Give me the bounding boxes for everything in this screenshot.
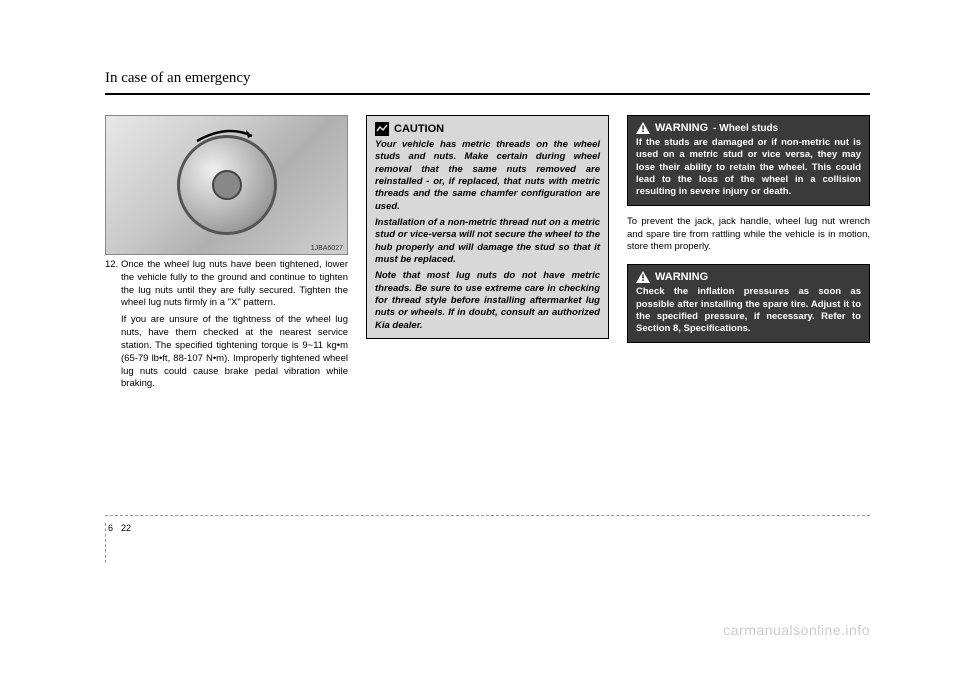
list-content: Once the wheel lug nuts have been tighte… bbox=[121, 259, 348, 395]
warning-icon bbox=[636, 122, 650, 134]
caution-icon bbox=[375, 122, 389, 136]
warning-2-body: Check the inflation pressures as soon as… bbox=[636, 286, 861, 335]
caution-box: CAUTION Your vehicle has metric threads … bbox=[366, 115, 609, 339]
wheel-figure: 1JBA6027 bbox=[105, 115, 348, 255]
section-number: 6 bbox=[106, 523, 113, 533]
warning-2-header: WARNING bbox=[636, 271, 861, 283]
column-1: 1JBA6027 12. Once the wheel lug nuts hav… bbox=[105, 115, 348, 397]
caution-header: CAUTION bbox=[375, 122, 600, 136]
warning-box-2: WARNING Check the inflation pressures as… bbox=[627, 264, 870, 342]
page-number: 6 22 bbox=[105, 523, 131, 563]
warning-1-subtitle: - Wheel studs bbox=[713, 123, 778, 134]
caution-para-3: Note that most lug nuts do not have metr… bbox=[375, 270, 600, 332]
storage-para: To prevent the jack, jack handle, wheel … bbox=[627, 216, 870, 254]
wheel-icon bbox=[177, 135, 277, 235]
caution-title: CAUTION bbox=[394, 123, 444, 135]
figure-label: 1JBA6027 bbox=[311, 245, 343, 252]
column-2: CAUTION Your vehicle has metric threads … bbox=[366, 115, 609, 397]
content-columns: 1JBA6027 12. Once the wheel lug nuts hav… bbox=[105, 115, 870, 397]
page-footer: 6 22 bbox=[105, 515, 870, 563]
header-title: In case of an emergency bbox=[105, 70, 250, 86]
warning-1-text: If the studs are damaged or if non-metri… bbox=[636, 137, 861, 199]
warning-1-body: If the studs are damaged or if non-metri… bbox=[636, 137, 861, 199]
hub-icon bbox=[212, 170, 242, 200]
list-item: 12. Once the wheel lug nuts have been ti… bbox=[105, 259, 348, 395]
caution-para-1: Your vehicle has metric threads on the w… bbox=[375, 139, 600, 213]
watermark: carmanualsonline.info bbox=[723, 622, 870, 638]
column-3: WARNING - Wheel studs If the studs are d… bbox=[627, 115, 870, 397]
warning-icon bbox=[636, 271, 650, 283]
storage-text: To prevent the jack, jack handle, wheel … bbox=[627, 216, 870, 254]
step-para-1: Once the wheel lug nuts have been tighte… bbox=[121, 259, 348, 310]
caution-para-2: Installation of a non-metric thread nut … bbox=[375, 217, 600, 266]
manual-page: In case of an emergency 1JBA6027 12. bbox=[0, 0, 960, 678]
page-header: In case of an emergency bbox=[105, 70, 870, 95]
list-number: 12. bbox=[105, 259, 121, 395]
warning-1-title: WARNING bbox=[655, 122, 708, 134]
warning-box-1: WARNING - Wheel studs If the studs are d… bbox=[627, 115, 870, 206]
step-text: 12. Once the wheel lug nuts have been ti… bbox=[105, 259, 348, 395]
warning-1-header: WARNING - Wheel studs bbox=[636, 122, 861, 134]
warning-2-title: WARNING bbox=[655, 271, 708, 283]
warning-2-text: Check the inflation pressures as soon as… bbox=[636, 286, 861, 335]
caution-body: Your vehicle has metric threads on the w… bbox=[375, 139, 600, 332]
page-number-value: 22 bbox=[121, 523, 131, 533]
step-para-2: If you are unsure of the tightness of th… bbox=[121, 314, 348, 391]
